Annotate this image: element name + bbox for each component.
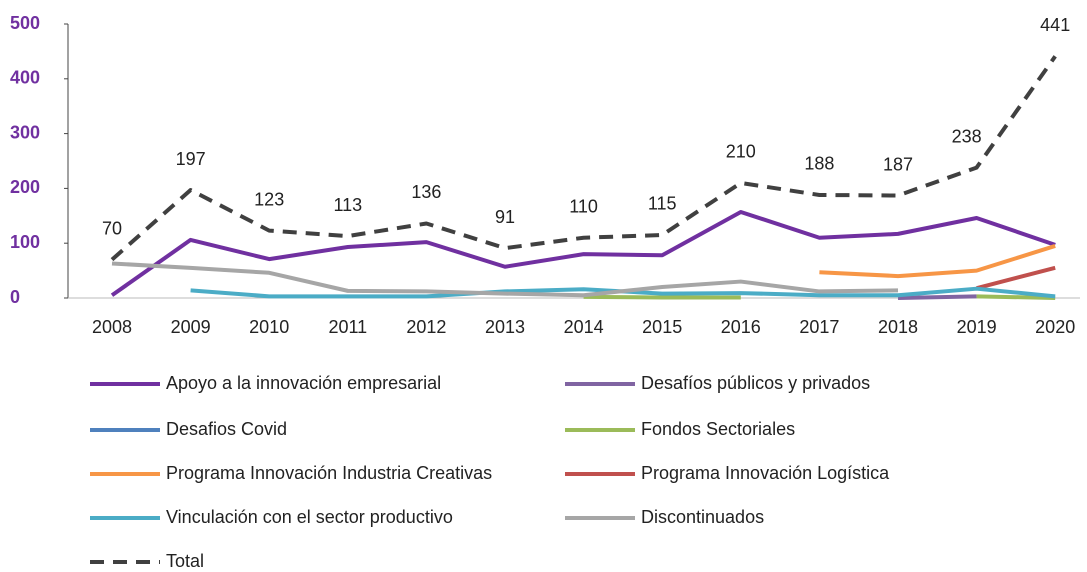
series-line: [110, 209, 1056, 297]
legend-label: Programa Innovación Industria Creativas: [166, 463, 492, 483]
x-tick-label: 2016: [721, 317, 761, 337]
data-label: 197: [176, 149, 206, 169]
x-tick-label: 2009: [171, 317, 211, 337]
y-tick-label: 200: [10, 177, 40, 197]
series-line: [583, 294, 741, 300]
x-tick-label: 2010: [249, 317, 289, 337]
y-tick-label: 300: [10, 122, 40, 142]
legend-label: Desafios Covid: [166, 419, 287, 439]
x-tick-label: 2008: [92, 317, 132, 337]
series-line: [897, 294, 977, 300]
data-label: 238: [952, 126, 982, 146]
x-tick-label: 2013: [485, 317, 525, 337]
data-label: 210: [726, 142, 756, 162]
legend-label: Discontinuados: [641, 507, 764, 527]
data-label: 110: [569, 196, 598, 216]
legend-label: Fondos Sectoriales: [641, 419, 795, 439]
x-tick-label: 2018: [878, 317, 918, 337]
data-label: 188: [804, 154, 834, 174]
series-line: [976, 265, 1056, 291]
legend-label: Apoyo a la innovación empresarial: [166, 373, 441, 393]
x-tick-label: 2011: [328, 317, 367, 337]
x-tick-label: 2019: [957, 317, 997, 337]
data-label: 113: [333, 195, 362, 215]
x-tick-label: 2015: [642, 317, 682, 337]
series-line: [976, 294, 1056, 300]
y-tick-label: 0: [10, 287, 20, 307]
data-label: 136: [411, 182, 441, 202]
series-line: [111, 261, 899, 298]
series-line: [819, 244, 1056, 279]
y-tick-label: 500: [10, 13, 40, 33]
legend-label: Desafíos públicos y privados: [641, 373, 870, 393]
data-label: 123: [254, 189, 284, 209]
x-tick-label: 2012: [406, 317, 446, 337]
x-tick-label: 2017: [799, 317, 839, 337]
x-tick-label: 2020: [1035, 317, 1075, 337]
data-label: 70: [102, 218, 122, 238]
series-line: [110, 55, 1057, 262]
y-tick-label: 100: [10, 232, 40, 252]
x-tick-label: 2014: [564, 317, 604, 337]
legend-label: Programa Innovación Logística: [641, 463, 890, 483]
data-label: 115: [648, 194, 677, 214]
data-label: 91: [495, 207, 515, 227]
legend-label: Total: [166, 551, 204, 571]
y-tick-label: 400: [10, 68, 40, 88]
data-label: 187: [883, 154, 913, 174]
legend-label: Vinculación con el sector productivo: [166, 507, 453, 527]
data-label: 441: [1040, 15, 1070, 35]
